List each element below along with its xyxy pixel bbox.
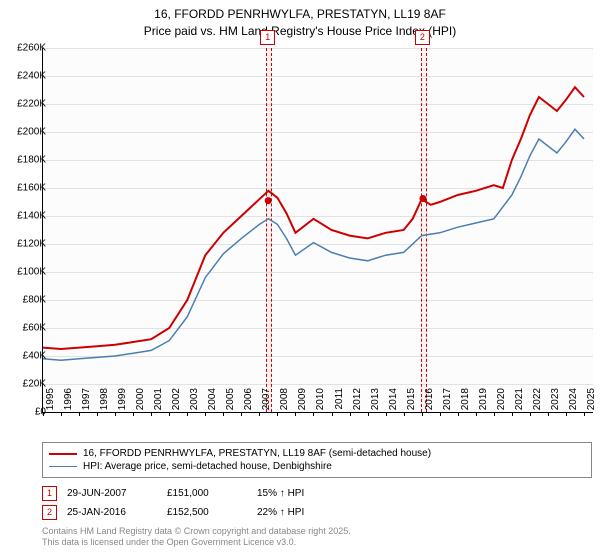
y-axis-label: £120K bbox=[6, 239, 46, 250]
y-axis-label: £180K bbox=[6, 155, 46, 166]
x-axis-label: 2002 bbox=[171, 388, 182, 418]
legend-and-footer: 16, FFORDD PENRHWYLFA, PRESTATYN, LL19 8… bbox=[42, 442, 592, 548]
x-axis-label: 2013 bbox=[370, 388, 381, 418]
x-axis-label: 2010 bbox=[315, 388, 326, 418]
y-axis-label: £140K bbox=[6, 211, 46, 222]
x-axis-label: 2003 bbox=[189, 388, 200, 418]
x-tick bbox=[133, 412, 134, 416]
y-axis-label: £260K bbox=[6, 43, 46, 54]
sale-row: 2 25-JAN-2016 £152,500 22% ↑ HPI bbox=[42, 503, 592, 522]
x-axis-label: 2012 bbox=[352, 388, 363, 418]
x-tick bbox=[512, 412, 513, 416]
y-axis-label: £160K bbox=[6, 183, 46, 194]
sale-marker-dot bbox=[419, 195, 426, 202]
legend-swatch bbox=[49, 453, 77, 455]
x-axis-label: 1995 bbox=[45, 388, 56, 418]
x-tick bbox=[458, 412, 459, 416]
title-line-1: 16, FFORDD PENRHWYLFA, PRESTATYN, LL19 8… bbox=[0, 6, 600, 23]
chart-lines bbox=[43, 48, 593, 412]
series-price_paid bbox=[43, 87, 584, 349]
footnote-line-1: Contains HM Land Registry data © Crown c… bbox=[42, 526, 592, 537]
y-axis-label: £220K bbox=[6, 99, 46, 110]
y-axis-label: £200K bbox=[6, 127, 46, 138]
chart-plot-area bbox=[42, 48, 593, 413]
x-axis-label: 2014 bbox=[388, 388, 399, 418]
sale-row-marker: 2 bbox=[42, 505, 57, 520]
x-axis-label: 2019 bbox=[478, 388, 489, 418]
y-axis-label: £60K bbox=[6, 323, 46, 334]
x-tick bbox=[386, 412, 387, 416]
x-axis-label: 2024 bbox=[568, 388, 579, 418]
series-hpi bbox=[43, 129, 584, 360]
x-axis-label: 2006 bbox=[243, 388, 254, 418]
y-axis-label: £20K bbox=[6, 379, 46, 390]
footnote: Contains HM Land Registry data © Crown c… bbox=[42, 526, 592, 548]
x-axis-label: 2022 bbox=[532, 388, 543, 418]
x-tick bbox=[566, 412, 567, 416]
x-tick bbox=[422, 412, 423, 416]
x-tick bbox=[61, 412, 62, 416]
x-axis-label: 2017 bbox=[442, 388, 453, 418]
y-axis-label: £80K bbox=[6, 295, 46, 306]
x-tick bbox=[494, 412, 495, 416]
y-axis-label: £0 bbox=[6, 407, 46, 418]
x-axis-label: 1999 bbox=[117, 388, 128, 418]
x-axis-label: 2001 bbox=[153, 388, 164, 418]
x-axis-label: 2005 bbox=[225, 388, 236, 418]
x-tick bbox=[368, 412, 369, 416]
sale-date: 29-JUN-2007 bbox=[67, 488, 157, 499]
sale-delta: 15% ↑ HPI bbox=[257, 488, 367, 499]
footnote-line-2: This data is licensed under the Open Gov… bbox=[42, 537, 592, 548]
title-line-2: Price paid vs. HM Land Registry's House … bbox=[0, 23, 600, 40]
legend-swatch bbox=[49, 466, 77, 467]
x-axis-label: 2009 bbox=[297, 388, 308, 418]
x-tick bbox=[404, 412, 405, 416]
x-tick bbox=[476, 412, 477, 416]
legend-box: 16, FFORDD PENRHWYLFA, PRESTATYN, LL19 8… bbox=[42, 442, 592, 478]
legend-item: 16, FFORDD PENRHWYLFA, PRESTATYN, LL19 8… bbox=[49, 447, 585, 460]
sale-price: £152,500 bbox=[167, 507, 247, 518]
x-axis-label: 2023 bbox=[550, 388, 561, 418]
x-tick bbox=[440, 412, 441, 416]
x-tick bbox=[332, 412, 333, 416]
x-axis-label: 2004 bbox=[207, 388, 218, 418]
x-axis-label: 2000 bbox=[135, 388, 146, 418]
sale-date: 25-JAN-2016 bbox=[67, 507, 157, 518]
y-axis-label: £100K bbox=[6, 267, 46, 278]
x-axis-label: 2020 bbox=[496, 388, 507, 418]
legend-label: HPI: Average price, semi-detached house,… bbox=[83, 461, 332, 472]
x-axis-label: 2021 bbox=[514, 388, 525, 418]
y-axis-label: £40K bbox=[6, 351, 46, 362]
x-axis-label: 2025 bbox=[586, 388, 597, 418]
chart-title: 16, FFORDD PENRHWYLFA, PRESTATYN, LL19 8… bbox=[0, 0, 600, 40]
sale-delta: 22% ↑ HPI bbox=[257, 507, 367, 518]
x-tick bbox=[530, 412, 531, 416]
x-tick bbox=[350, 412, 351, 416]
sales-table: 1 29-JUN-2007 £151,000 15% ↑ HPI 2 25-JAN-201… bbox=[42, 484, 592, 522]
x-axis-label: 1997 bbox=[81, 388, 92, 418]
sale-marker-label: 2 bbox=[415, 30, 430, 45]
x-axis-label: 1996 bbox=[63, 388, 74, 418]
sale-price: £151,000 bbox=[167, 488, 247, 499]
x-tick bbox=[548, 412, 549, 416]
x-axis-label: 2011 bbox=[334, 388, 345, 418]
x-tick bbox=[79, 412, 80, 416]
x-axis-label: 2015 bbox=[406, 388, 417, 418]
sale-marker-label: 1 bbox=[260, 30, 275, 45]
x-axis-label: 2008 bbox=[279, 388, 290, 418]
x-tick bbox=[115, 412, 116, 416]
legend-label: 16, FFORDD PENRHWYLFA, PRESTATYN, LL19 8… bbox=[83, 448, 431, 459]
x-axis-label: 1998 bbox=[99, 388, 110, 418]
x-axis-label: 2007 bbox=[261, 388, 272, 418]
x-tick bbox=[584, 412, 585, 416]
sale-marker-dot bbox=[265, 197, 272, 204]
legend-item: HPI: Average price, semi-detached house,… bbox=[49, 460, 585, 473]
x-axis-label: 2016 bbox=[424, 388, 435, 418]
y-axis-label: £240K bbox=[6, 71, 46, 82]
x-axis-label: 2018 bbox=[460, 388, 471, 418]
sale-row-marker: 1 bbox=[42, 486, 57, 501]
sale-row: 1 29-JUN-2007 £151,000 15% ↑ HPI bbox=[42, 484, 592, 503]
x-tick bbox=[97, 412, 98, 416]
